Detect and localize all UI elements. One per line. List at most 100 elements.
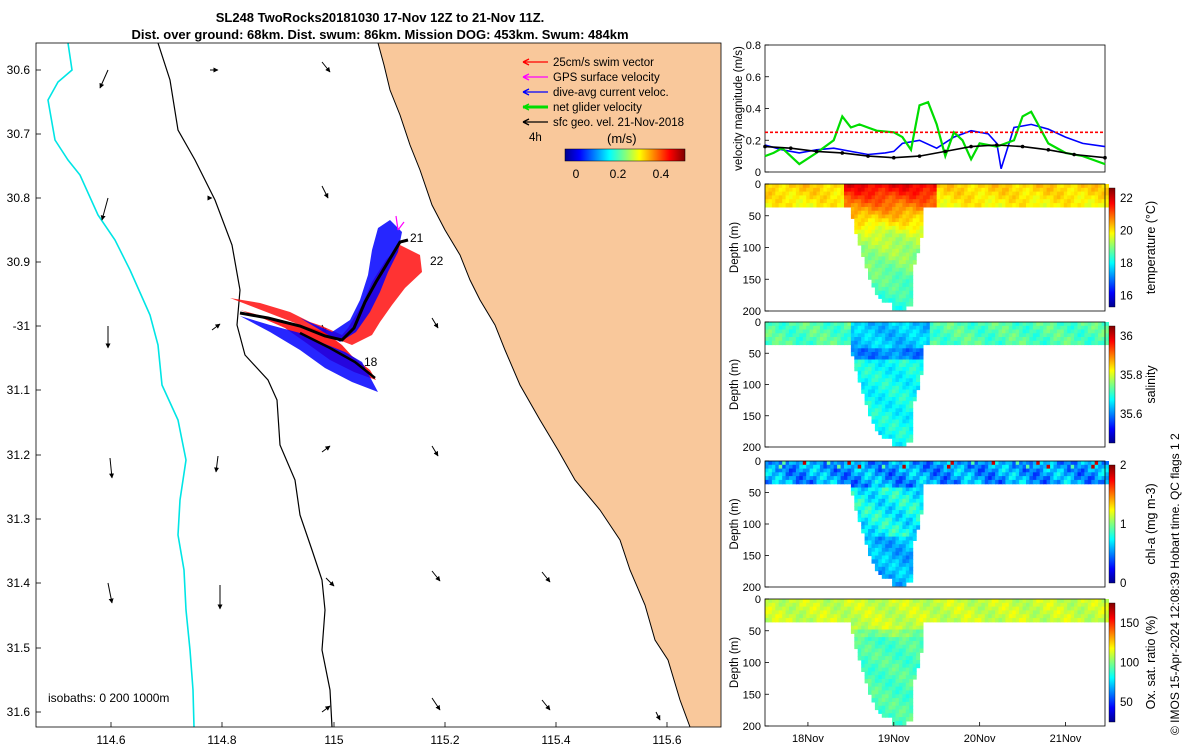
section-cell [861, 344, 866, 349]
section-cell [909, 495, 914, 500]
section-cell [1105, 476, 1109, 481]
section-cell [892, 682, 897, 688]
section-cell [902, 671, 907, 676]
section-cell [874, 210, 879, 216]
colorbar-tick-label: 35.6 [1120, 409, 1142, 421]
section-cell [1094, 203, 1099, 208]
section-cell [864, 633, 869, 638]
section-cell [1074, 614, 1079, 619]
section-cell [1070, 472, 1075, 477]
section-cell [1060, 195, 1065, 200]
section-cell [905, 427, 910, 432]
section-cell [981, 203, 986, 208]
depth-tick-label: 150 [743, 551, 761, 563]
section-cell [857, 602, 862, 608]
section-cell [905, 438, 910, 443]
section-cell [988, 614, 993, 619]
section-cell [981, 191, 986, 196]
section-cell [1026, 610, 1030, 615]
section-cell [871, 393, 876, 398]
section-cell [1029, 614, 1034, 619]
section-cell [933, 195, 938, 200]
section-cell [868, 479, 872, 485]
section-cell [795, 329, 800, 334]
section-cell [775, 610, 780, 615]
section-cell [857, 461, 862, 466]
section-cell [916, 229, 921, 235]
section-cell [1029, 187, 1034, 193]
section-cell [902, 340, 907, 346]
section-cell [895, 690, 900, 695]
section-cell [874, 656, 879, 661]
section-cell [864, 652, 869, 657]
section-cell [857, 644, 862, 650]
section-cell [826, 184, 831, 189]
section-cell [802, 191, 807, 196]
section-cell [1105, 187, 1109, 193]
section-cell [885, 671, 890, 676]
section-cell [885, 210, 890, 216]
section-cell [902, 302, 907, 307]
section-cell [984, 602, 989, 608]
geo-velocity-arrow [541, 571, 551, 583]
section-cell [806, 602, 811, 608]
section-cell [878, 648, 883, 653]
section-cell [778, 191, 783, 196]
section-cell [898, 206, 903, 212]
section-cell [943, 599, 948, 604]
section-cell [919, 487, 924, 492]
section-cell [1098, 203, 1103, 208]
section-cell [857, 618, 862, 623]
section-cell [892, 686, 897, 691]
section-cell [1098, 614, 1103, 619]
section-cell [919, 325, 924, 331]
section-cell [874, 322, 879, 327]
section-cell [1005, 618, 1010, 623]
section-cell [878, 393, 883, 398]
section-cell [895, 412, 900, 417]
section-cell [874, 333, 879, 338]
section-cell [912, 625, 917, 631]
section-cell [813, 329, 818, 334]
section-cell [816, 618, 821, 623]
section-cell [1015, 195, 1020, 200]
section-cell [912, 252, 917, 257]
section-cell [868, 355, 872, 361]
section-cell [795, 479, 800, 485]
section-cell [912, 614, 917, 619]
section-cell [888, 633, 893, 638]
section-cell [1026, 472, 1030, 477]
section-cell [775, 191, 780, 196]
section-cell [1032, 606, 1037, 611]
section-cell [819, 199, 824, 204]
section-cell [957, 340, 962, 346]
section-cell [902, 495, 907, 500]
section-cell [1081, 329, 1085, 334]
section-cell [909, 637, 914, 642]
section-cell [1063, 325, 1068, 331]
section-cell [1084, 187, 1089, 193]
section-cell [892, 423, 897, 428]
section-cell [923, 479, 927, 485]
section-cell [1015, 479, 1020, 485]
section-cell [878, 423, 883, 428]
section-cell [943, 329, 948, 334]
section-cell [898, 640, 903, 646]
section-cell [885, 271, 890, 276]
section-cell [940, 599, 945, 604]
section-cell [765, 322, 769, 327]
section-cell [905, 637, 910, 642]
section-cell [998, 195, 1003, 200]
section-cell [864, 214, 869, 219]
section-cell [878, 184, 883, 189]
section-cell [892, 574, 897, 579]
section-cell [895, 551, 900, 557]
section-cell [902, 337, 907, 342]
section-cell [885, 397, 890, 402]
section-cell [874, 359, 879, 364]
section-cell [912, 385, 917, 391]
section-cell [892, 502, 897, 507]
section-cell [1036, 472, 1041, 477]
section-cell [995, 476, 1000, 481]
section-cell [898, 322, 903, 327]
